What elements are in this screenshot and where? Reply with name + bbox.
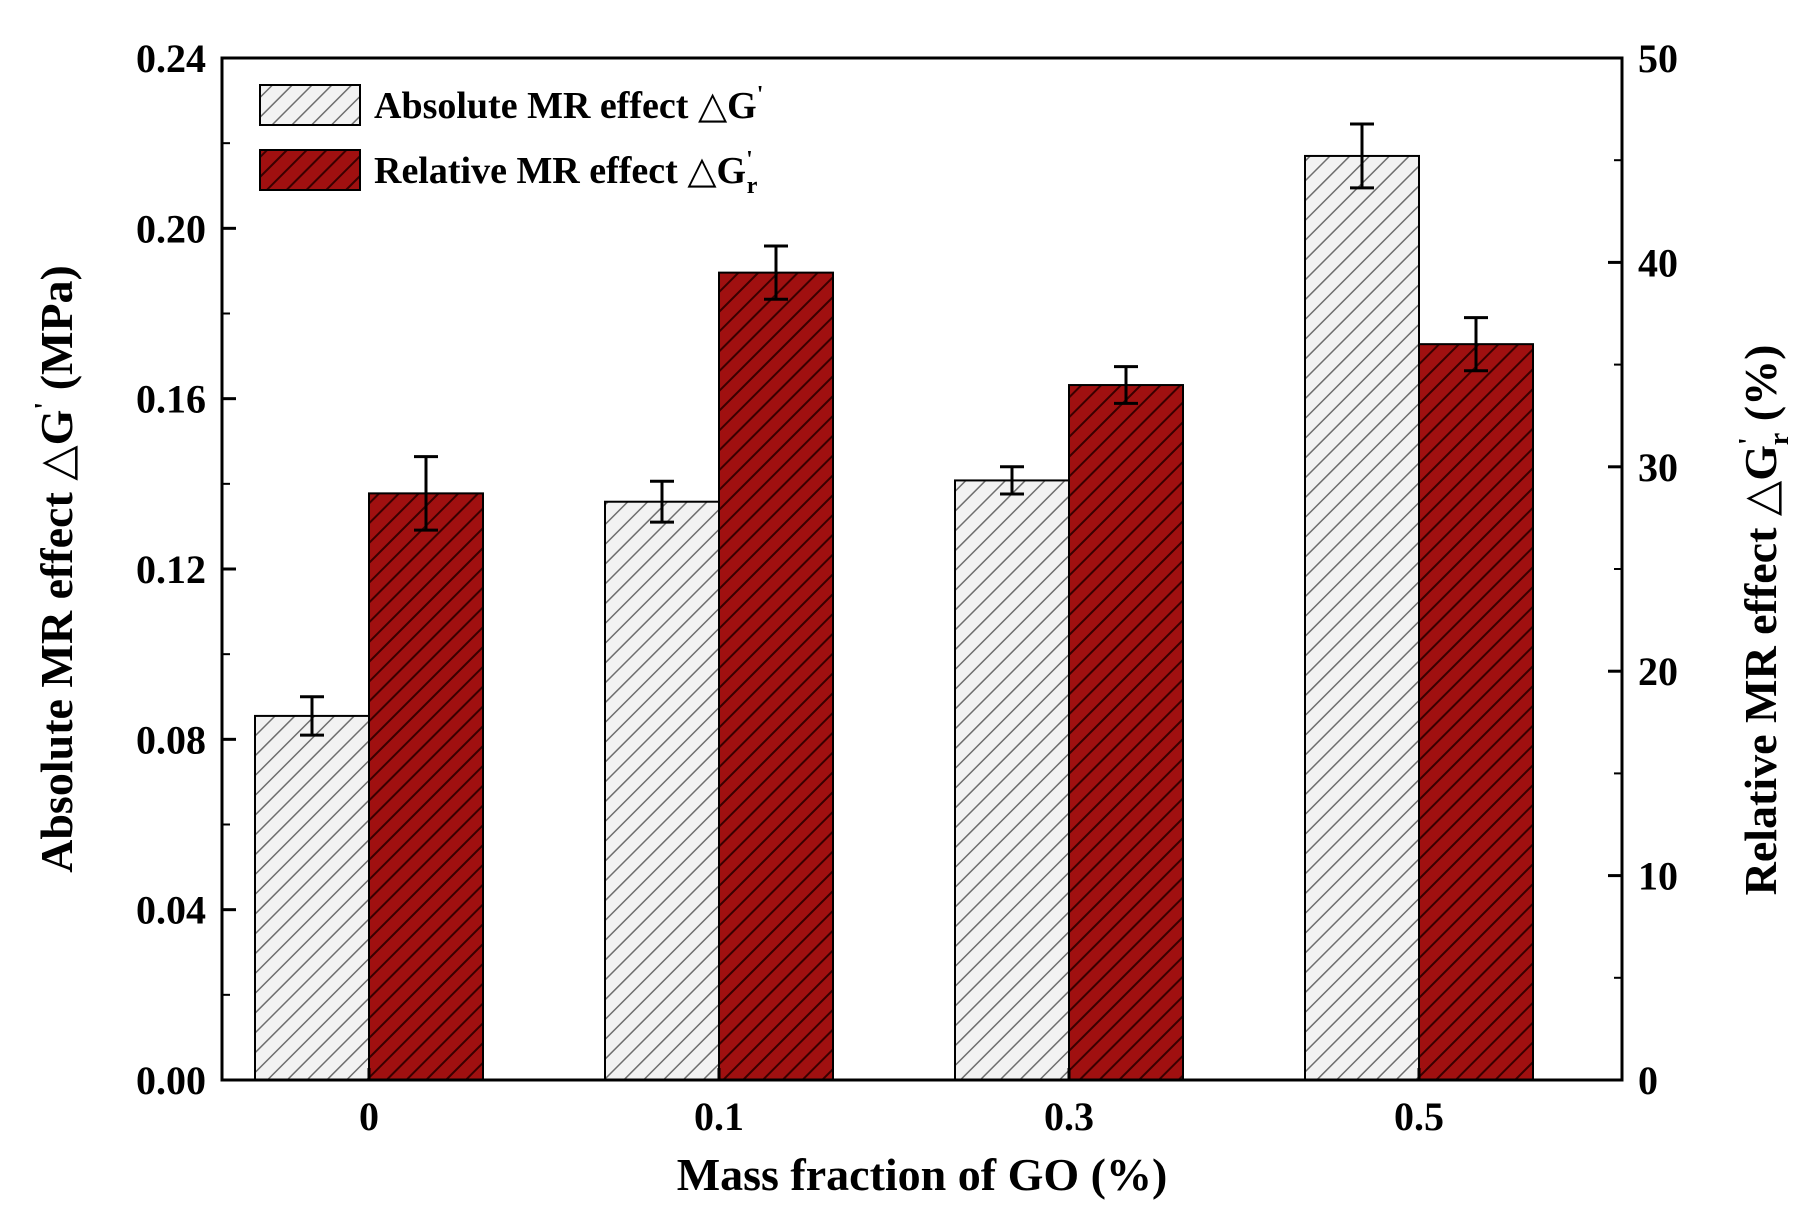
y-left-tick-label-1: 0.04 bbox=[136, 888, 206, 933]
legend-label-absolute: Absolute MR effect △G' bbox=[374, 82, 763, 127]
y-axis-title-left-tail: (MPa) bbox=[31, 265, 82, 402]
legend-label-relative: Relative MR effect △G' r bbox=[374, 147, 758, 199]
tick-layer: 0 0.1 0.3 0.5 0.00 0.04 0.08 0.12 0.16 0.20 0.24 0 1… bbox=[136, 36, 1678, 1139]
error-bars-layer bbox=[300, 122, 1488, 737]
x-tick-label-3: 0.5 bbox=[1394, 1094, 1444, 1139]
bars-layer bbox=[254, 154, 1534, 1082]
y-axis-title-left-sup: ' bbox=[30, 402, 61, 410]
y-left-tick-label-4: 0.16 bbox=[136, 377, 206, 422]
y-left-tick-label-2: 0.08 bbox=[136, 717, 206, 762]
y-left-tick-label-3: 0.12 bbox=[136, 547, 206, 592]
x-tick-label-2: 0.3 bbox=[1044, 1094, 1094, 1139]
y-axis-title-right-sup: ' bbox=[1734, 437, 1765, 445]
y-right-tick-label-0: 0 bbox=[1638, 1058, 1658, 1103]
bar-absolute-3 bbox=[1304, 154, 1420, 1082]
legend-label-relative-sup: ' bbox=[746, 147, 753, 173]
bar-absolute-1 bbox=[604, 500, 720, 1081]
x-axis-title: Mass fraction of GO (%) bbox=[677, 1149, 1168, 1200]
y-right-tick-label-2: 20 bbox=[1638, 649, 1678, 694]
bar-relative-0 bbox=[368, 492, 484, 1081]
y-right-tick-label-5: 50 bbox=[1638, 36, 1678, 81]
y-axis-title-right-text: Relative MR effect △G bbox=[1735, 445, 1786, 895]
legend-swatch-relative bbox=[259, 149, 361, 191]
bar-relative-3 bbox=[1418, 343, 1534, 1082]
x-tick-label-1: 0.1 bbox=[694, 1094, 744, 1139]
y-right-tick-label-1: 10 bbox=[1638, 854, 1678, 899]
y-axis-title-left: Absolute MR effect △G' (MPa) bbox=[30, 265, 82, 873]
y-left-tick-label-0: 0.00 bbox=[136, 1058, 206, 1103]
bar-relative-2 bbox=[1068, 384, 1184, 1082]
legend-label-relative-text: Relative MR effect △G bbox=[374, 150, 746, 192]
y-axis-title-left-text: Absolute MR effect △G bbox=[31, 410, 82, 873]
legend-label-absolute-text: Absolute MR effect △G bbox=[374, 85, 757, 127]
legend-swatch-absolute bbox=[259, 84, 361, 126]
y-left-tick-label-5: 0.20 bbox=[136, 206, 206, 251]
y-axis-title-right-sub: r bbox=[1764, 433, 1795, 445]
y-left-tick-label-6: 0.24 bbox=[136, 36, 206, 81]
bar-absolute-0 bbox=[254, 714, 370, 1081]
y-right-tick-label-3: 30 bbox=[1638, 445, 1678, 490]
y-axis-title-right: Relative MR effect △G'r (%) bbox=[1734, 345, 1795, 896]
bar-absolute-2 bbox=[954, 479, 1070, 1081]
legend-label-relative-sub: r bbox=[747, 173, 758, 199]
x-tick-label-0: 0 bbox=[359, 1094, 379, 1139]
bar-relative-1 bbox=[718, 271, 834, 1081]
legend-label-absolute-sup: ' bbox=[757, 82, 764, 108]
y-right-tick-label-4: 40 bbox=[1638, 240, 1678, 285]
legend: Absolute MR effect △G' Relative MR effec… bbox=[259, 82, 763, 199]
y-axis-title-right-tail: (%) bbox=[1735, 345, 1786, 433]
